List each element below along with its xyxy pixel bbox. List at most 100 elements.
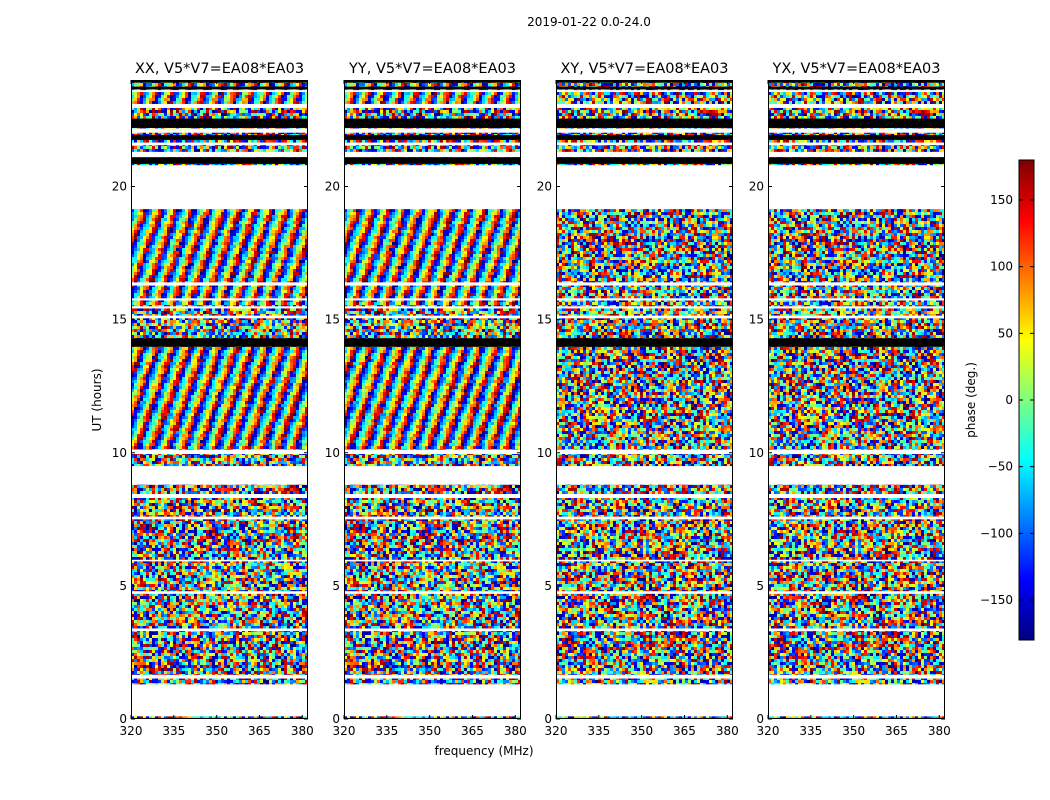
flagged-band bbox=[768, 103, 945, 108]
flagged-band bbox=[768, 282, 945, 286]
x-axis-label: frequency (MHz) bbox=[434, 744, 533, 758]
dark-band bbox=[131, 338, 308, 347]
panel-title: YY, V5*V7=EA08*EA03 bbox=[348, 61, 516, 77]
flagged-band bbox=[768, 516, 945, 520]
panel-frame bbox=[768, 80, 945, 719]
flagged-band bbox=[344, 559, 521, 562]
panel-title: XY, V5*V7=EA08*EA03 bbox=[560, 61, 728, 77]
x-tick-label: 335 bbox=[375, 724, 398, 738]
y-tick-label: 5 bbox=[544, 579, 552, 593]
y-tick-label: 20 bbox=[325, 180, 340, 194]
flagged-band bbox=[344, 684, 521, 717]
colorbar-label: phase (deg.) bbox=[964, 362, 978, 438]
flagged-band bbox=[768, 151, 945, 158]
flagged-band bbox=[768, 466, 945, 485]
dark-band bbox=[768, 86, 945, 90]
y-axis-label: UT (hours) bbox=[90, 368, 104, 431]
flagged-band bbox=[344, 466, 521, 485]
flagged-band bbox=[344, 449, 521, 455]
flagged-band bbox=[344, 628, 521, 632]
flagged-band bbox=[131, 103, 308, 108]
colorbar-tick-label: 50 bbox=[998, 326, 1013, 340]
x-tick-label: 365 bbox=[248, 724, 271, 738]
dark-band bbox=[131, 118, 308, 128]
dark-band bbox=[768, 338, 945, 347]
y-tick-label: 5 bbox=[332, 579, 340, 593]
flagged-band bbox=[768, 494, 945, 499]
dark-band bbox=[556, 118, 733, 128]
x-tick-label: 350 bbox=[842, 724, 865, 738]
flagged-band bbox=[768, 559, 945, 562]
flagged-band bbox=[768, 591, 945, 594]
flagged-band bbox=[131, 494, 308, 499]
x-tick-label: 380 bbox=[716, 724, 739, 738]
x-tick-label: 365 bbox=[885, 724, 908, 738]
flagged-band bbox=[768, 449, 945, 455]
flagged-band bbox=[768, 128, 945, 133]
dark-band bbox=[556, 135, 733, 140]
y-tick-label: 10 bbox=[537, 446, 552, 460]
flagged-band bbox=[556, 306, 733, 309]
flagged-band bbox=[556, 142, 733, 146]
flagged-band bbox=[344, 165, 521, 210]
y-tick-label: 0 bbox=[119, 712, 127, 726]
flagged-band bbox=[131, 516, 308, 520]
x-tick-label: 335 bbox=[587, 724, 610, 738]
dark-band bbox=[344, 157, 521, 164]
panels-group: XX, V5*V7=EA08*EA03 320 335 350 365 380 0 5 10 15… bbox=[112, 61, 951, 738]
flagged-band bbox=[131, 315, 308, 319]
flagged-band bbox=[556, 466, 733, 485]
colorbar-tick-label: 150 bbox=[990, 193, 1013, 207]
flagged-band bbox=[131, 142, 308, 146]
flagged-band bbox=[768, 684, 945, 717]
dark-band bbox=[131, 80, 308, 83]
flagged-band bbox=[556, 516, 733, 520]
dark-band bbox=[344, 86, 521, 90]
flagged-band bbox=[556, 449, 733, 455]
panel-frame bbox=[131, 80, 308, 719]
colorbar: 150 100 50 0 −50 −100 −150 bbox=[980, 159, 1035, 641]
y-tick-label: 0 bbox=[544, 712, 552, 726]
dark-band bbox=[768, 80, 945, 83]
x-tick-label: 350 bbox=[418, 724, 441, 738]
flagged-band bbox=[131, 591, 308, 594]
flagged-band bbox=[768, 306, 945, 309]
flagged-band bbox=[344, 128, 521, 133]
x-tick-label: 320 bbox=[333, 724, 356, 738]
y-tick-label: 5 bbox=[119, 579, 127, 593]
dark-band bbox=[344, 80, 521, 83]
flagged-band bbox=[556, 151, 733, 158]
flagged-band bbox=[556, 559, 733, 562]
flagged-band bbox=[556, 494, 733, 499]
flagged-band bbox=[131, 559, 308, 562]
y-tick-label: 10 bbox=[325, 446, 340, 460]
flagged-band bbox=[556, 128, 733, 133]
flagged-band bbox=[344, 90, 521, 92]
flagged-band bbox=[344, 591, 521, 594]
flagged-band bbox=[344, 151, 521, 158]
flagged-band bbox=[556, 165, 733, 210]
flagged-band bbox=[131, 282, 308, 286]
dark-band bbox=[344, 338, 521, 347]
y-tick-label: 10 bbox=[749, 446, 764, 460]
dark-band bbox=[768, 157, 945, 164]
y-tick-label: 0 bbox=[756, 712, 764, 726]
flagged-band bbox=[768, 90, 945, 92]
flagged-band bbox=[344, 315, 521, 319]
x-tick-label: 350 bbox=[630, 724, 653, 738]
flagged-band bbox=[131, 165, 308, 210]
flagged-band bbox=[556, 315, 733, 319]
flagged-band bbox=[131, 628, 308, 632]
colorbar-tick-label: 0 bbox=[1005, 393, 1013, 407]
flagged-band bbox=[131, 90, 308, 92]
x-tick-label: 320 bbox=[757, 724, 780, 738]
colorbar-tick-label: −50 bbox=[988, 460, 1013, 474]
dark-band bbox=[131, 86, 308, 90]
flagged-band bbox=[556, 103, 733, 108]
flagged-band bbox=[344, 103, 521, 108]
flagged-band bbox=[556, 628, 733, 632]
flagged-band bbox=[131, 306, 308, 309]
flagged-band bbox=[344, 494, 521, 499]
flagged-band bbox=[344, 142, 521, 146]
y-tick-label: 20 bbox=[537, 180, 552, 194]
